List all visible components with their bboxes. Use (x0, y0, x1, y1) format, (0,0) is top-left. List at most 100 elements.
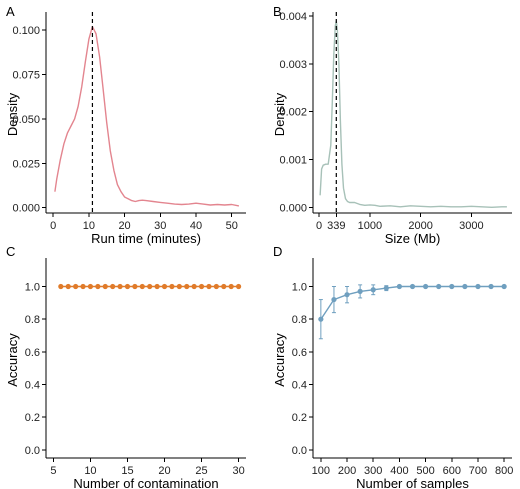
x-tick-label: 1000 (358, 220, 382, 232)
y-tick-label: 1.0 (292, 282, 307, 294)
x-tick-label: 20 (118, 220, 130, 232)
data-point (80, 283, 86, 290)
y-tick-label: 0.001 (279, 154, 307, 166)
data-point (191, 283, 197, 290)
y-tick-label: 0.0 (292, 445, 307, 457)
y-tick-label: 0.050 (12, 114, 40, 126)
x-tick-label: 10 (84, 465, 96, 477)
series-line (54, 25, 240, 207)
panel-d: D 0.0 0.2 0.4 0.6 0.8 1.0 100 200 300 400 500 600 700… (272, 244, 513, 489)
y-tick-label: 0.000 (279, 202, 307, 214)
y-tick-label: 0.000 (12, 203, 40, 215)
data-point (87, 283, 94, 290)
data-point (58, 283, 64, 290)
data-point (475, 283, 481, 290)
panel-b: B 0.000 0.001 0.002 0.003 0.004 0 339 1000 2000 30… (272, 4, 512, 246)
y-tick-label: 0.4 (292, 380, 307, 392)
x-tick-label: 15 (121, 465, 133, 477)
y-tick-label: 0.075 (12, 70, 40, 82)
data-point (213, 283, 219, 290)
x-tick-label: 500 (416, 465, 434, 477)
y-tick-label: 0.025 (12, 158, 40, 170)
data-point (132, 283, 138, 290)
data-point (147, 283, 153, 290)
y-tick-label: 0.8 (292, 314, 307, 326)
x-axis-label: Number of contamination (73, 476, 218, 489)
y-tick-label: 0.8 (25, 314, 40, 326)
x-tick-label: 3000 (459, 220, 483, 232)
x-tick-label: 800 (495, 465, 513, 477)
y-tick-label: 0.2 (25, 412, 40, 424)
data-point (344, 292, 350, 298)
y-tick-label: 1.0 (25, 282, 40, 294)
y-axis-label: Accuracy (5, 333, 20, 387)
y-tick-label: 0.6 (25, 347, 40, 359)
data-point (462, 283, 468, 290)
data-point (169, 283, 175, 290)
data-point (228, 283, 234, 290)
x-tick-label: 30 (232, 465, 244, 477)
y-tick-label: 0.002 (279, 107, 307, 119)
x-tick-label: 5 (50, 465, 56, 477)
x-tick-label: 100 (312, 465, 330, 477)
x-axis-label: Size (Mb) (385, 231, 441, 246)
data-point (488, 283, 494, 290)
data-point (206, 283, 212, 290)
data-point (184, 283, 190, 290)
x-tick-label: 200 (338, 465, 356, 477)
data-point (73, 283, 79, 290)
x-tick-label: 50 (226, 220, 238, 232)
y-axis-label: Density (5, 92, 20, 136)
data-point (383, 285, 389, 291)
data-point (422, 283, 429, 290)
x-tick-label: 600 (443, 465, 461, 477)
y-tick-label: 0.4 (25, 380, 40, 392)
x-tick-label: 30 (154, 220, 166, 232)
data-point (409, 283, 416, 290)
data-point (370, 287, 376, 293)
data-point (95, 283, 101, 290)
y-tick-label: 0.2 (292, 412, 307, 424)
data-point (198, 283, 205, 290)
data-point (102, 283, 108, 290)
x-tick-label: 700 (469, 465, 487, 477)
series-line (319, 20, 507, 209)
data-point (449, 283, 455, 290)
data-point (318, 316, 324, 322)
data-point (221, 283, 227, 290)
panel-a: A 0.000 0.025 0.050 0.075 0.100 0 10 20 30 40 50 Run… (5, 4, 246, 246)
x-tick-label: 10 (83, 220, 95, 232)
data-point (65, 283, 71, 290)
x-axis-label: Run time (minutes) (91, 231, 201, 246)
y-axis-label: Accuracy (272, 333, 287, 387)
y-tick-label: 0.004 (279, 11, 307, 23)
data-point (235, 283, 242, 290)
data-point (117, 283, 123, 290)
panel-letter: D (273, 244, 282, 259)
panel-c: C 0.0 0.2 0.4 0.6 0.8 1.0 5 10 15 20 25 30 Number of … (5, 244, 246, 489)
data-point (436, 283, 442, 290)
data-point (154, 283, 160, 290)
x-tick-label: 400 (390, 465, 408, 477)
x-tick-label: 0 (50, 220, 56, 232)
data-point (139, 283, 145, 290)
y-tick-label: 0.100 (12, 25, 40, 37)
y-tick-label: 0.003 (279, 59, 307, 71)
x-axis-label: Number of samples (356, 476, 469, 489)
x-tick-label: 2000 (408, 220, 432, 232)
data-point (357, 288, 363, 294)
data-point (396, 283, 403, 290)
x-tick-label: 300 (364, 465, 382, 477)
data-point (501, 283, 507, 290)
panel-letter: C (6, 244, 15, 259)
y-tick-label: 0.0 (25, 445, 40, 457)
y-axis-label: Density (272, 92, 287, 136)
x-tick-label: 40 (190, 220, 202, 232)
panel-letter: A (6, 4, 15, 19)
x-tick-label: 25 (195, 465, 207, 477)
x-tick-label: 0 (316, 220, 322, 232)
y-tick-label: 0.6 (292, 347, 307, 359)
x-tick-label: 339 (327, 220, 345, 232)
data-point (331, 296, 337, 303)
